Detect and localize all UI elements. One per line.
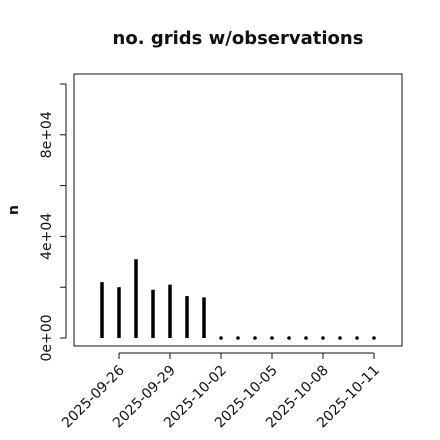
bar (270, 336, 274, 340)
y-axis-label: n (6, 205, 22, 215)
y-tick-label: 8e+04 (39, 111, 55, 158)
y-axis: 0e+00 4e+04 8e+04 (39, 83, 67, 362)
plot-frame (73, 73, 403, 347)
bar (321, 336, 325, 340)
chart-title: no. grids w/observations (113, 28, 364, 49)
y-tick-label: 0e+00 (39, 314, 55, 361)
bar (304, 336, 308, 340)
bar (219, 336, 223, 340)
bars (100, 259, 376, 340)
bar (287, 336, 291, 340)
bar (355, 336, 359, 340)
bar (236, 336, 240, 340)
x-axis: 2025-09-262025-09-292025-10-022025-10-05… (59, 352, 383, 431)
bar (253, 336, 257, 340)
bar (372, 336, 376, 340)
y-tick-label: 4e+04 (39, 213, 55, 260)
bar (338, 336, 342, 340)
